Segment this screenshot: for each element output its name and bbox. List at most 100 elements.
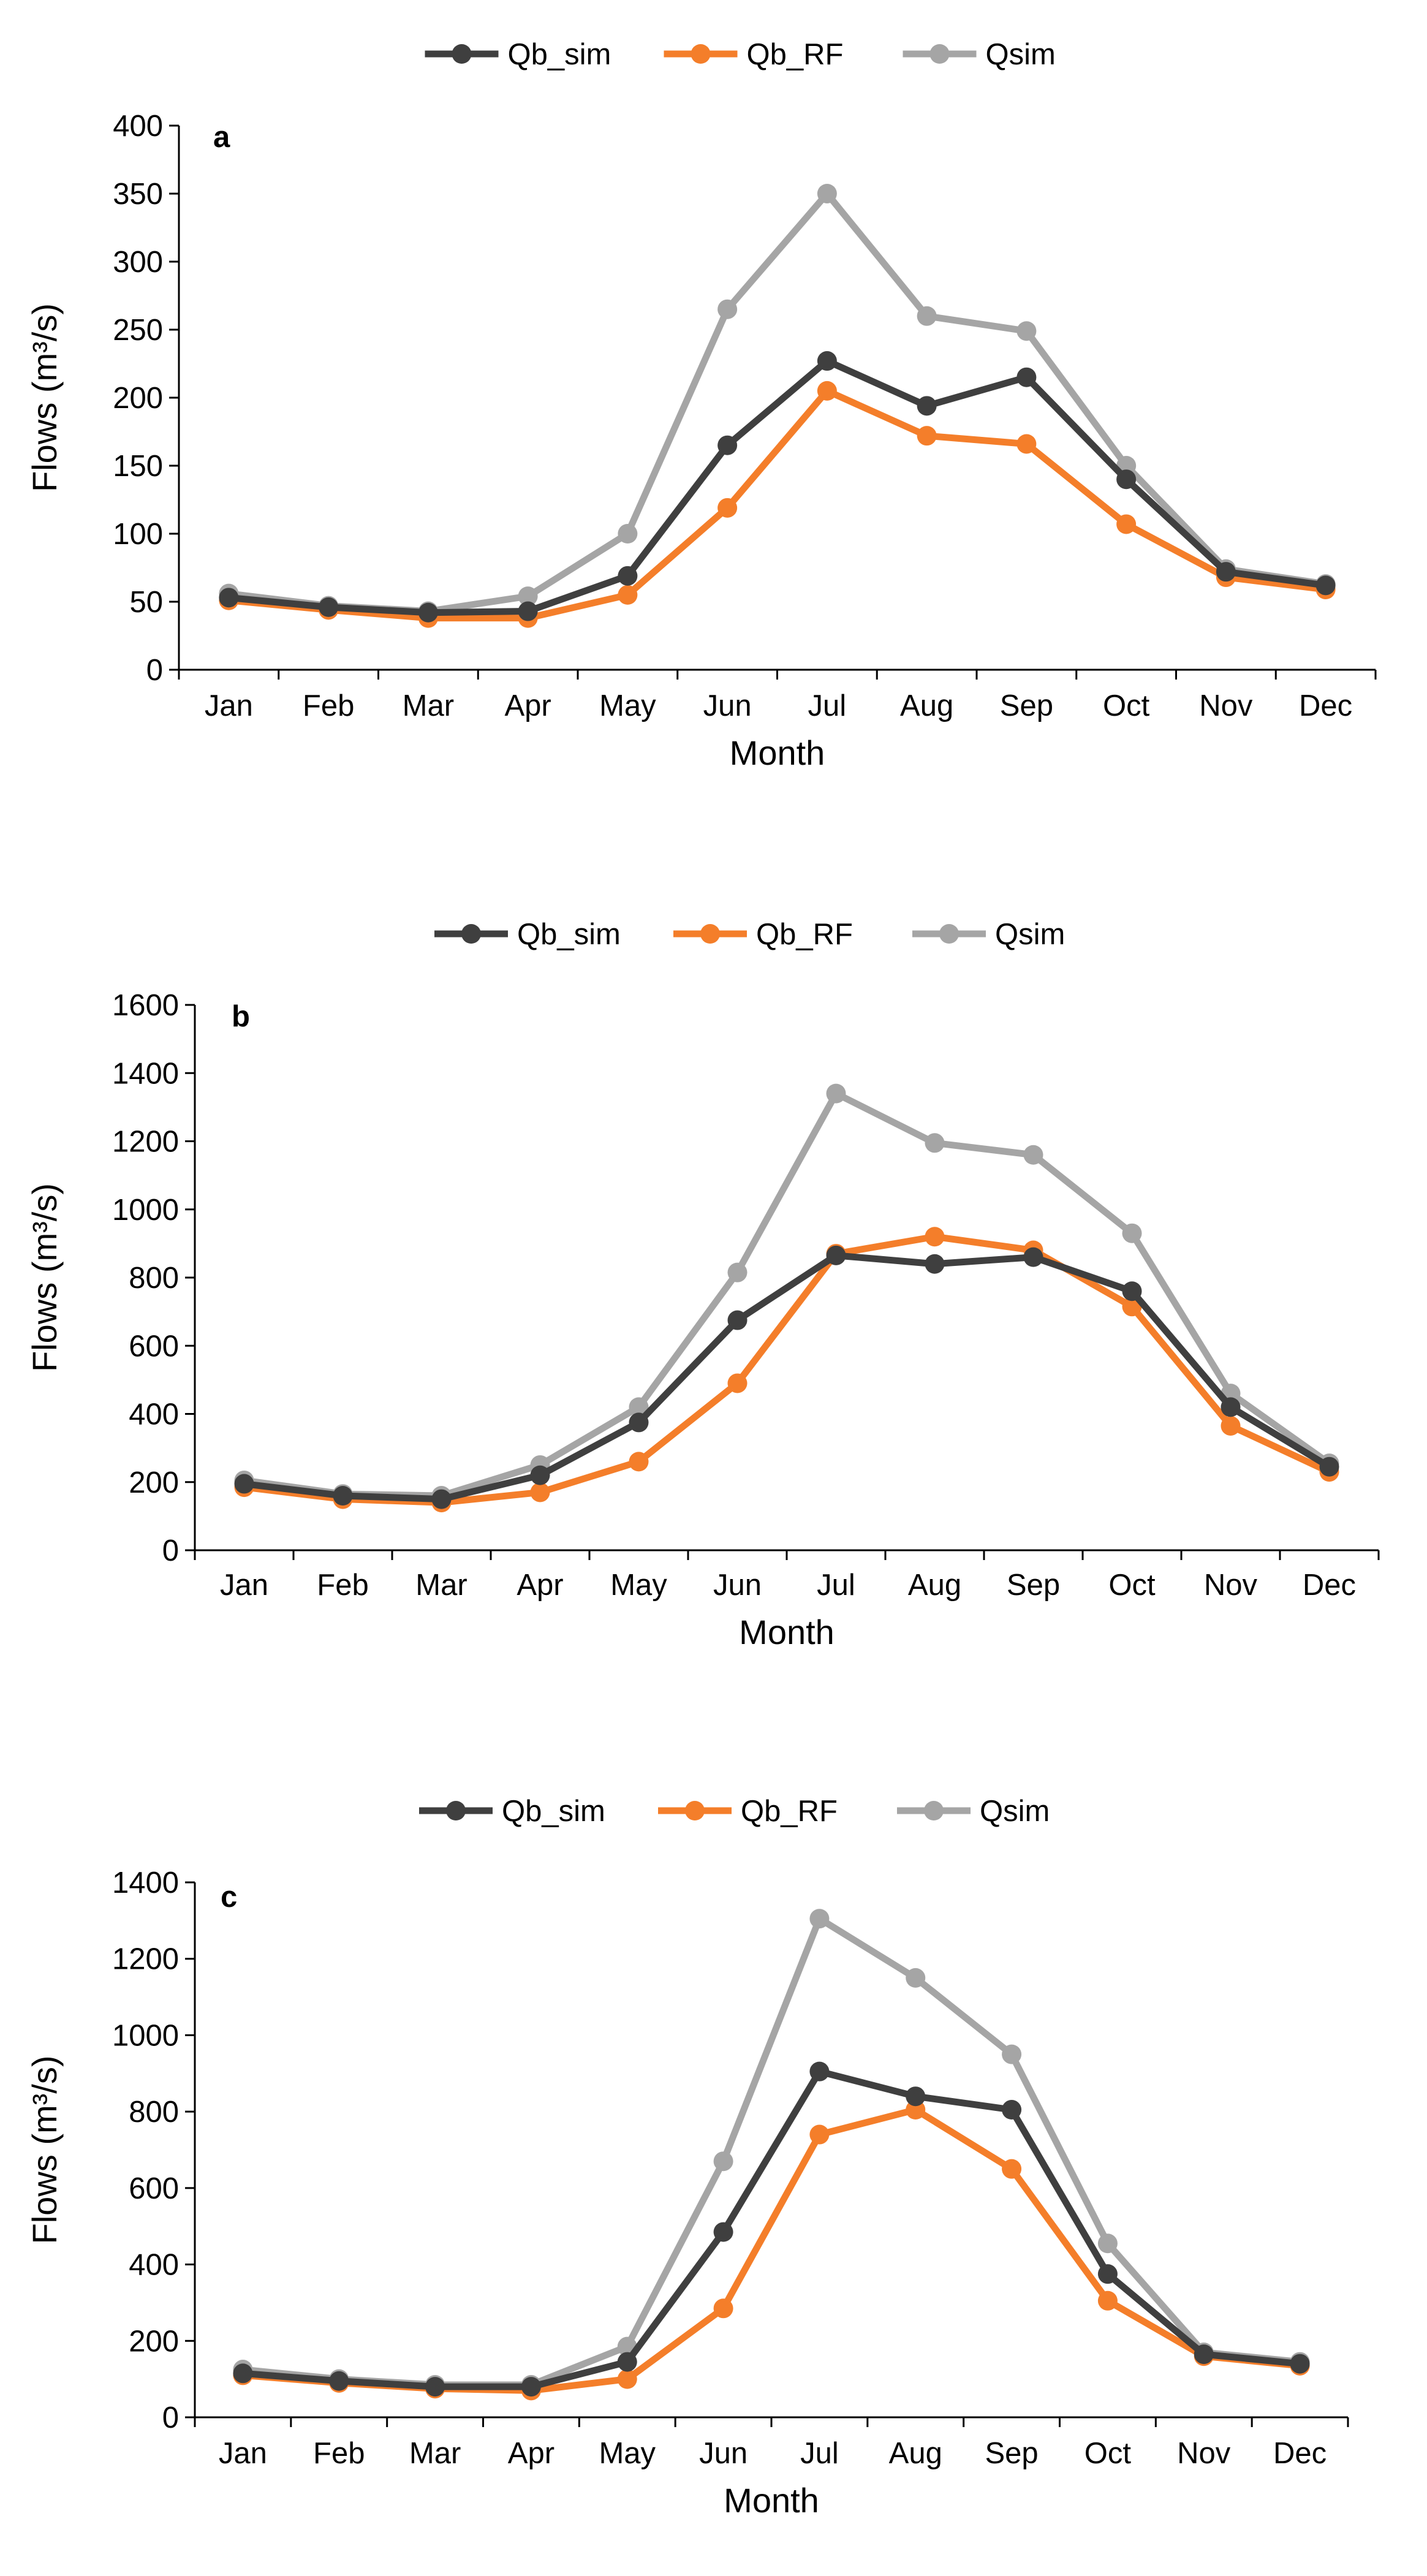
data-point-apr — [530, 1465, 550, 1485]
data-point-jul — [809, 2061, 830, 2082]
legend-label: Qb_sim — [502, 1795, 605, 1828]
legend-label: Qb_sim — [508, 38, 611, 71]
data-point-may — [629, 1412, 649, 1433]
x-tick-label-may: May — [599, 2437, 656, 2470]
legend-swatch-marker — [924, 1801, 944, 1820]
legend-swatch-marker — [685, 1801, 705, 1820]
legend-swatch-marker — [691, 44, 711, 64]
data-point-oct — [1097, 2264, 1118, 2284]
y-tick-label: 800 — [129, 1262, 179, 1295]
data-point-oct — [1122, 1223, 1142, 1243]
series-qsim — [234, 1083, 1339, 1506]
data-point-oct — [1097, 2233, 1118, 2254]
y-tick-label: 800 — [129, 2096, 179, 2129]
data-point-nov — [1194, 2344, 1214, 2365]
legend-swatch-marker — [452, 44, 472, 64]
legend-label: Qsim — [995, 918, 1065, 951]
data-point-oct — [1116, 469, 1137, 490]
y-tick-label: 1600 — [112, 989, 179, 1022]
x-tick-label-oct: Oct — [1084, 2437, 1132, 2470]
series-line — [225, 387, 1330, 622]
x-tick-label-jan: Jan — [220, 1569, 268, 1602]
data-point-jan — [234, 1474, 254, 1494]
data-point-nov — [1221, 1397, 1241, 1417]
x-axis-title: Month — [739, 1613, 835, 1651]
data-point-aug — [925, 1227, 945, 1247]
series-line — [241, 1090, 1333, 1499]
data-point-jun — [713, 2222, 733, 2242]
y-tick-label: 1400 — [112, 1866, 179, 1900]
data-point-sep — [1002, 2159, 1022, 2179]
y-tick-label: 200 — [113, 382, 163, 415]
y-tick-label: 600 — [129, 1330, 179, 1363]
data-point-aug — [917, 426, 937, 446]
data-point-jun — [727, 1310, 748, 1330]
data-point-sep — [1002, 2044, 1022, 2064]
panel-label: c — [221, 1881, 237, 1914]
data-point-aug — [906, 1968, 926, 1988]
data-point-jul — [817, 184, 837, 203]
series-line — [241, 1252, 1333, 1503]
legend-label: Qb_RF — [741, 1795, 838, 1828]
data-point-may — [618, 524, 638, 544]
x-tick-label-sep: Sep — [1007, 1569, 1060, 1602]
y-tick-label: 100 — [113, 518, 163, 551]
chart-panel-a: 0 50 100 150 200 250 300 350 400 Jan Feb Mar Apr May J… — [25, 38, 1377, 772]
y-tick-label: 400 — [129, 1398, 179, 1431]
y-tick-label: 1200 — [112, 1943, 179, 1976]
x-tick-label-aug: Aug — [900, 689, 953, 722]
y-axis-title: Flows (m³/s) — [25, 303, 64, 492]
data-point-nov — [1216, 562, 1236, 582]
data-point-sep — [1016, 367, 1037, 387]
legend-swatch-marker — [929, 44, 950, 64]
data-point-may — [618, 585, 638, 605]
x-tick-label-jun: Jun — [699, 2437, 748, 2470]
legend: Qb_sim Qb_RF Qsim — [425, 38, 1056, 71]
data-point-feb — [333, 1486, 353, 1506]
y-tick-label: 1200 — [112, 1126, 179, 1159]
x-tick-label-dec: Dec — [1303, 1569, 1356, 1602]
data-point-oct — [1122, 1281, 1142, 1301]
x-tick-label-nov: Nov — [1199, 689, 1253, 722]
y-tick-label: 50 — [129, 586, 163, 619]
data-point-jul — [826, 1083, 846, 1104]
legend-item-qb-sim: Qb_sim — [425, 38, 611, 71]
data-point-sep — [1023, 1145, 1043, 1165]
data-point-jul — [817, 351, 837, 371]
y-axis-title: Flows (m³/s) — [25, 2056, 64, 2245]
data-point-mar — [418, 602, 438, 623]
x-tick-label-may: May — [599, 689, 656, 722]
series-qb-rf — [233, 2100, 1310, 2401]
y-tick-label: 1000 — [112, 1194, 179, 1227]
data-point-aug — [925, 1133, 945, 1153]
data-point-jul — [809, 1909, 830, 1929]
data-point-jun — [713, 2298, 733, 2319]
y-tick-label: 400 — [113, 110, 163, 143]
y-tick-label: 0 — [162, 1534, 179, 1567]
x-tick-label-mar: Mar — [409, 2437, 461, 2470]
data-point-may — [617, 2352, 637, 2372]
data-point-may — [618, 566, 638, 586]
data-point-feb — [329, 2371, 349, 2391]
y-tick-label: 200 — [129, 2325, 179, 2358]
data-point-sep — [1002, 2100, 1022, 2120]
x-tick-label-oct: Oct — [1108, 1569, 1156, 1602]
x-tick-label-may: May — [610, 1569, 667, 1602]
data-point-may — [629, 1452, 649, 1472]
x-tick-label-sep: Sep — [1000, 689, 1053, 722]
data-point-sep — [1016, 321, 1037, 341]
x-tick-label-apr: Apr — [517, 1569, 563, 1602]
x-tick-label-dec: Dec — [1273, 2437, 1327, 2470]
data-point-nov — [1221, 1415, 1241, 1436]
data-point-aug — [925, 1254, 945, 1274]
data-point-dec — [1319, 1457, 1339, 1477]
data-point-jun — [717, 498, 738, 518]
x-tick-label-jan: Jan — [205, 689, 253, 722]
x-tick-label-jul: Jul — [800, 2437, 839, 2470]
x-tick-label-sep: Sep — [985, 2437, 1038, 2470]
data-point-sep — [1016, 434, 1037, 454]
series-line — [241, 1233, 1333, 1506]
y-tick-label: 350 — [113, 178, 163, 211]
data-point-may — [629, 1397, 649, 1417]
data-point-jun — [727, 1262, 748, 1282]
